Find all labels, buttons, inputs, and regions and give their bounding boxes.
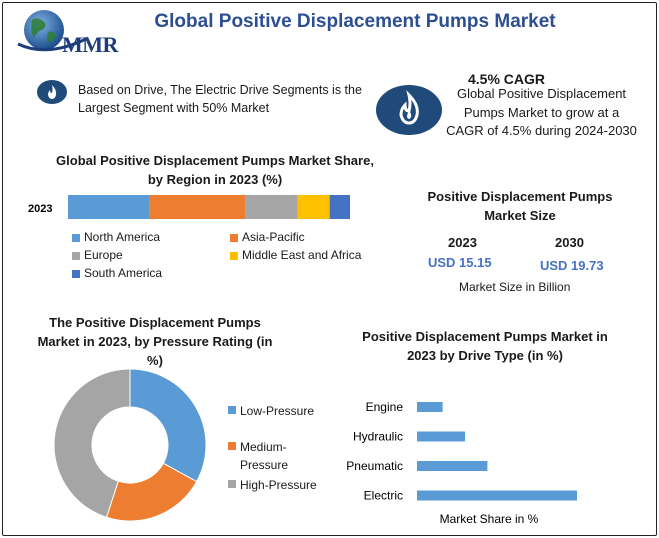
legend-swatch (228, 442, 236, 450)
legend-label: North America (84, 230, 161, 244)
market-size-title: Positive Displacement Pumps Market Size (427, 189, 613, 223)
region-bar-europe (245, 195, 298, 219)
drive-category-label: Electric (364, 489, 403, 503)
region-bar-north-america (68, 195, 150, 219)
region-bar-middle-east-and-africa (297, 195, 330, 219)
region-bar-south-america (329, 195, 350, 219)
pressure-chart-title: The Positive Displacement Pumps Market i… (37, 315, 273, 368)
legend-label: Asia-Pacific (242, 230, 305, 244)
drive-chart-title: Positive Displacement Pumps Market in 20… (362, 329, 608, 363)
market-size-value-2023: USD 15.15 (428, 255, 492, 270)
region-legend: North America Asia-Pacific Europe Middle Ea… (0, 228, 380, 288)
drive-fact-text: Based on Drive, The Electric Drive Segme… (78, 83, 362, 115)
globe-logo-icon (17, 10, 89, 52)
legend-label: Medium-Pressure (240, 440, 289, 472)
drive-category-label: Engine (366, 400, 404, 414)
region-category-label: 2023 (28, 203, 52, 215)
region-legend-item: North America (72, 230, 160, 244)
flame-icon (376, 85, 442, 135)
legend-swatch (72, 252, 80, 260)
legend-swatch (72, 270, 80, 278)
donut-slice-low-pressure (129, 368, 207, 483)
legend-label: Low-Pressure (240, 404, 315, 418)
drive-bar-pneumatic (417, 461, 488, 471)
page-title: Global Positive Displacement Pumps Marke… (154, 11, 556, 32)
drive-x-axis-label: Market Share in % (440, 512, 539, 526)
drive-bar-electric (417, 490, 577, 501)
region-legend-item: South America (72, 266, 162, 280)
pressure-legend: Low-Pressure Medium-Pressure High-Pressure (228, 400, 338, 500)
pressure-chart (53, 368, 207, 522)
drive-bar-hydraulic (417, 431, 465, 442)
cagr-title: 4.5% CAGR (468, 71, 546, 87)
region-chart-title: Global Positive Displacement Pumps Marke… (56, 153, 374, 187)
region-legend-item: Middle East and Africa (230, 248, 361, 262)
cagr-text: Global Positive Displacement Pumps Marke… (446, 86, 637, 138)
market-size-unit: Market Size in Billion (459, 280, 571, 294)
drive-category-label: Pneumatic (346, 459, 403, 473)
pressure-legend-item: Medium-Pressure (228, 438, 328, 474)
region-bar-asia-pacific (149, 195, 246, 219)
legend-swatch (228, 480, 236, 488)
flame-icon (37, 80, 67, 104)
logo-text: MMR (62, 32, 118, 57)
drive-chart: Engine Hydraulic Pneumatic Electric Market S… (346, 400, 577, 526)
legend-swatch (230, 234, 238, 242)
legend-label: Middle East and Africa (242, 248, 362, 262)
legend-label: High-Pressure (240, 478, 317, 492)
legend-label: South America (84, 266, 163, 280)
region-legend-item: Europe (72, 248, 123, 262)
market-size-value-2030: USD 19.73 (540, 258, 604, 273)
pressure-legend-item: High-Pressure (228, 476, 328, 494)
legend-label: Europe (84, 248, 123, 262)
region-chart: 2023 (28, 195, 350, 219)
legend-swatch (228, 406, 236, 414)
drive-bar-engine (417, 402, 443, 412)
legend-swatch (230, 252, 238, 260)
market-size-year-2023: 2023 (448, 235, 477, 250)
drive-category-label: Hydraulic (353, 430, 403, 444)
legend-swatch (72, 234, 80, 242)
pressure-legend-item: Low-Pressure (228, 402, 328, 420)
donut-slice-high-pressure (53, 368, 131, 518)
region-legend-item: Asia-Pacific (230, 230, 305, 244)
market-size-year-2030: 2030 (555, 235, 584, 250)
